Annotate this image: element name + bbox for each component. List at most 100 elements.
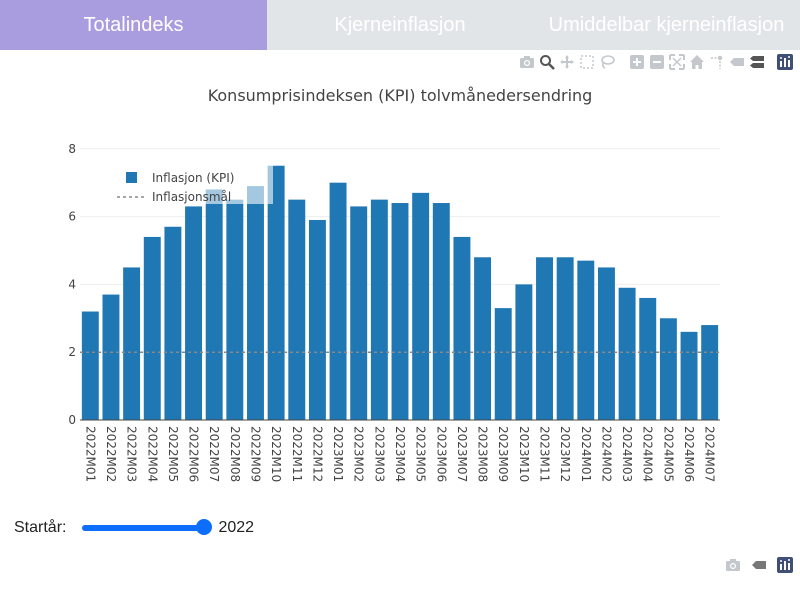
zoom-out-icon[interactable] bbox=[648, 53, 666, 71]
chart-modebar bbox=[518, 52, 794, 72]
x-tick-label: 2022M02 bbox=[104, 426, 118, 482]
start-year-slider[interactable] bbox=[82, 516, 213, 540]
x-tick-label: 2023M09 bbox=[496, 426, 510, 482]
bar[interactable] bbox=[474, 257, 492, 420]
legend-background bbox=[113, 162, 273, 204]
zoom-icon[interactable] bbox=[538, 53, 556, 71]
x-tick-label: 2024M01 bbox=[579, 426, 593, 482]
hover-closest-icon[interactable] bbox=[750, 556, 768, 574]
bar[interactable] bbox=[639, 297, 657, 420]
bar[interactable] bbox=[123, 267, 141, 420]
bar[interactable] bbox=[350, 206, 368, 420]
bar[interactable] bbox=[226, 199, 244, 420]
y-tick-label: 8 bbox=[68, 142, 76, 156]
start-year-value: 2022 bbox=[218, 519, 255, 536]
legend-swatch-bar[interactable] bbox=[126, 172, 137, 183]
legend-label[interactable]: Inflasjonsmål bbox=[152, 190, 231, 204]
x-tick-label: 2023M01 bbox=[331, 426, 345, 482]
bar[interactable] bbox=[329, 182, 347, 420]
tab-umiddelbar-kjerneinflasjon[interactable]: Umiddelbar kjerneinflasjon bbox=[533, 0, 800, 50]
hover-compare-icon[interactable] bbox=[748, 53, 766, 71]
tab-bar: Totalindeks Kjerneinflasjon Umiddelbar k… bbox=[0, 0, 800, 50]
bar[interactable] bbox=[494, 308, 512, 420]
pan-icon[interactable] bbox=[558, 53, 576, 71]
bar[interactable] bbox=[453, 236, 471, 420]
bar[interactable] bbox=[267, 165, 285, 420]
y-tick-label: 6 bbox=[68, 210, 76, 224]
x-tick-label: 2023M11 bbox=[538, 426, 552, 482]
hover-closest-icon[interactable] bbox=[728, 53, 746, 71]
bar[interactable] bbox=[680, 331, 698, 420]
bottom-modebar bbox=[724, 556, 794, 574]
bar[interactable] bbox=[102, 294, 120, 420]
y-tick-label: 2 bbox=[68, 345, 76, 359]
x-tick-label: 2024M07 bbox=[703, 426, 717, 482]
tab-totalindeks[interactable]: Totalindeks bbox=[0, 0, 267, 50]
chart-title: Konsumprisindeksen (KPI) tolvmånedersend… bbox=[208, 86, 593, 105]
camera-icon[interactable] bbox=[518, 53, 536, 71]
bar[interactable] bbox=[556, 257, 574, 420]
bar[interactable] bbox=[81, 311, 99, 420]
modebar-spacer bbox=[768, 53, 774, 71]
bar[interactable] bbox=[391, 203, 409, 420]
bar[interactable] bbox=[370, 199, 388, 420]
legend[interactable]: Inflasjon (KPI) Inflasjonsmål bbox=[113, 162, 273, 204]
inflation-chart: Konsumprisindeksen (KPI) tolvmånedersend… bbox=[68, 86, 720, 482]
bar[interactable] bbox=[597, 267, 615, 420]
x-tick-label: 2022M06 bbox=[187, 426, 201, 482]
modebar-spacer bbox=[618, 53, 626, 71]
x-tick-label: 2023M05 bbox=[414, 426, 428, 482]
y-tick-label: 4 bbox=[68, 277, 76, 291]
x-tick-label: 2024M03 bbox=[620, 426, 634, 482]
bar[interactable] bbox=[432, 203, 450, 420]
zoom-in-icon[interactable] bbox=[628, 53, 646, 71]
slider-handle[interactable] bbox=[196, 519, 213, 535]
bar[interactable] bbox=[185, 206, 203, 420]
tab-kjerneinflasjon[interactable]: Kjerneinflasjon bbox=[267, 0, 533, 50]
x-tick-label: 2024M05 bbox=[661, 426, 675, 482]
bar[interactable] bbox=[536, 257, 553, 420]
bar[interactable] bbox=[577, 260, 595, 420]
legend-label[interactable]: Inflasjon (KPI) bbox=[152, 171, 234, 185]
bar[interactable] bbox=[412, 192, 430, 420]
x-tick-label: 2023M08 bbox=[476, 426, 490, 482]
x-tick-label: 2022M11 bbox=[290, 426, 304, 482]
x-tick-label: 2023M07 bbox=[455, 426, 469, 482]
bar[interactable] bbox=[164, 226, 182, 420]
bar[interactable] bbox=[659, 318, 677, 420]
bar[interactable] bbox=[205, 189, 223, 420]
autoscale-icon[interactable] bbox=[668, 53, 686, 71]
start-year-control: Startår: 2022 bbox=[14, 516, 254, 540]
plotly-logo-icon[interactable] bbox=[776, 556, 794, 574]
bar[interactable] bbox=[618, 287, 636, 420]
x-tick-label: 2023M02 bbox=[352, 426, 366, 482]
x-tick-label: 2022M01 bbox=[83, 426, 97, 482]
y-axis: 0 2 4 6 8 bbox=[68, 142, 76, 427]
home-icon[interactable] bbox=[688, 53, 706, 71]
y-tick-label: 0 bbox=[68, 413, 76, 427]
bar[interactable] bbox=[701, 325, 719, 420]
spike-lines-icon[interactable] bbox=[708, 53, 726, 71]
x-tick-label: 2023M04 bbox=[393, 426, 407, 482]
x-tick-label: 2024M04 bbox=[641, 426, 655, 482]
x-tick-label: 2022M04 bbox=[145, 426, 159, 482]
bar[interactable] bbox=[247, 186, 264, 420]
lasso-icon[interactable] bbox=[598, 53, 616, 71]
x-tick-label: 2024M02 bbox=[599, 426, 613, 482]
slider-fill bbox=[82, 525, 205, 531]
x-tick-label: 2022M08 bbox=[228, 426, 242, 482]
camera-icon[interactable] bbox=[724, 556, 742, 574]
x-tick-label: 2023M12 bbox=[558, 426, 572, 482]
x-tick-label: 2022M07 bbox=[207, 426, 221, 482]
plotly-logo-icon[interactable] bbox=[776, 53, 794, 71]
box-select-icon[interactable] bbox=[578, 53, 596, 71]
bar[interactable] bbox=[515, 284, 533, 420]
x-tick-label: 2022M05 bbox=[166, 426, 180, 482]
bar[interactable] bbox=[288, 199, 306, 420]
x-tick-label: 2023M03 bbox=[372, 426, 386, 482]
x-tick-label: 2023M10 bbox=[517, 426, 531, 482]
bar[interactable] bbox=[143, 236, 161, 420]
x-tick-label: 2024M06 bbox=[682, 426, 696, 482]
x-axis: 2022M01 2022M02 2022M03 2022M04 2022M05 2022M… bbox=[80, 419, 720, 482]
bar[interactable] bbox=[308, 219, 326, 420]
